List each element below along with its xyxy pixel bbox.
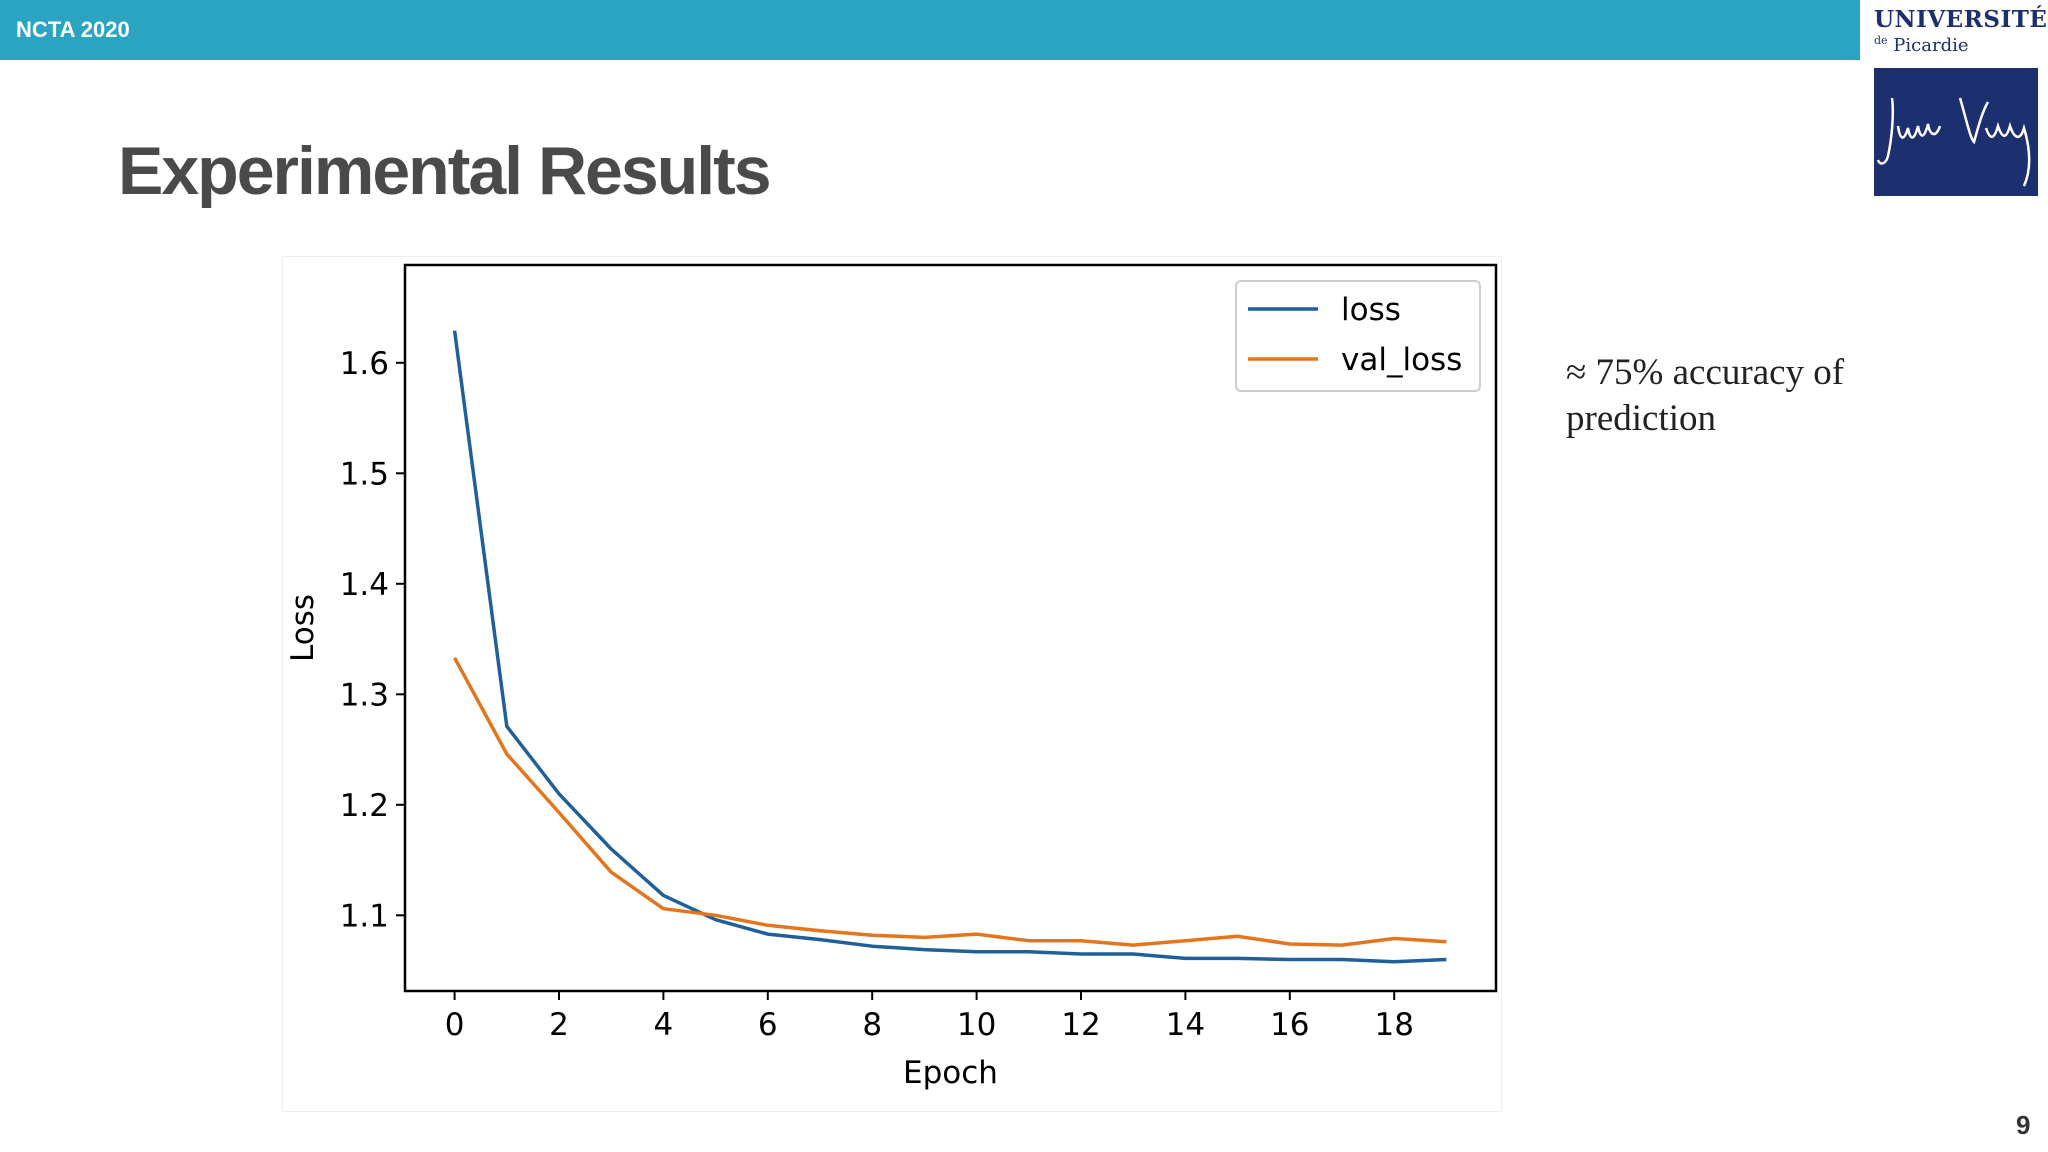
page-number: 9 — [2016, 1110, 2031, 1140]
legend-label: loss — [1341, 292, 1401, 328]
y-tick-label: 1.2 — [340, 788, 389, 824]
x-tick-label: 12 — [1061, 1007, 1100, 1043]
x-tick-label: 8 — [862, 1007, 882, 1043]
x-tick-label: 0 — [445, 1007, 465, 1043]
y-axis-label: Loss — [285, 594, 321, 662]
x-tick-label: 10 — [957, 1007, 996, 1043]
y-tick-label: 1.4 — [340, 567, 389, 603]
slide-title: Experimental Results — [118, 133, 772, 209]
logo-picardie-word: Picardie — [1893, 35, 1969, 56]
x-tick-label: 2 — [549, 1007, 569, 1043]
logo-signature-box — [1874, 68, 2038, 196]
accuracy-note: ≈ 75% accuracy of prediction — [1566, 352, 1845, 439]
x-tick-label: 16 — [1270, 1007, 1309, 1043]
y-tick-label: 1.6 — [340, 346, 389, 382]
y-tick-label: 1.3 — [340, 677, 389, 713]
x-tick-label: 4 — [654, 1007, 674, 1043]
signature-icon — [1876, 97, 2031, 187]
y-tick-label: 1.5 — [340, 456, 389, 492]
x-tick-label: 14 — [1166, 1007, 1205, 1043]
legend-label: val_loss — [1341, 342, 1462, 378]
logo-picardie-text: de Picardie — [1874, 34, 1969, 56]
conference-label: NCTA 2020 — [16, 17, 130, 42]
y-tick-label: 1.1 — [340, 898, 389, 934]
series-line-val-loss — [453, 656, 1447, 947]
x-tick-label: 18 — [1374, 1007, 1413, 1043]
x-axis-label: Epoch — [903, 1055, 998, 1091]
header-bar: NCTA 2020 — [0, 0, 1860, 60]
loss-chart-svg: 0 2 4 6 8 10 12 14 16 18 1.1 1.2 1.3 1.4 1.5 1.6 Epoch Lo… — [285, 263, 1498, 1091]
university-logo: UNIVERSITÉ de Picardie — [1870, 0, 2047, 196]
logo-de-text: de — [1874, 34, 1888, 47]
x-tick-label: 6 — [758, 1007, 778, 1043]
logo-university-text: UNIVERSITÉ — [1874, 6, 2048, 33]
series-line-loss — [452, 330, 1447, 964]
loss-chart: 0 2 4 6 8 10 12 14 16 18 1.1 1.2 1.3 1.4 1.5 1.6 Epoch Lo… — [282, 256, 1502, 1112]
